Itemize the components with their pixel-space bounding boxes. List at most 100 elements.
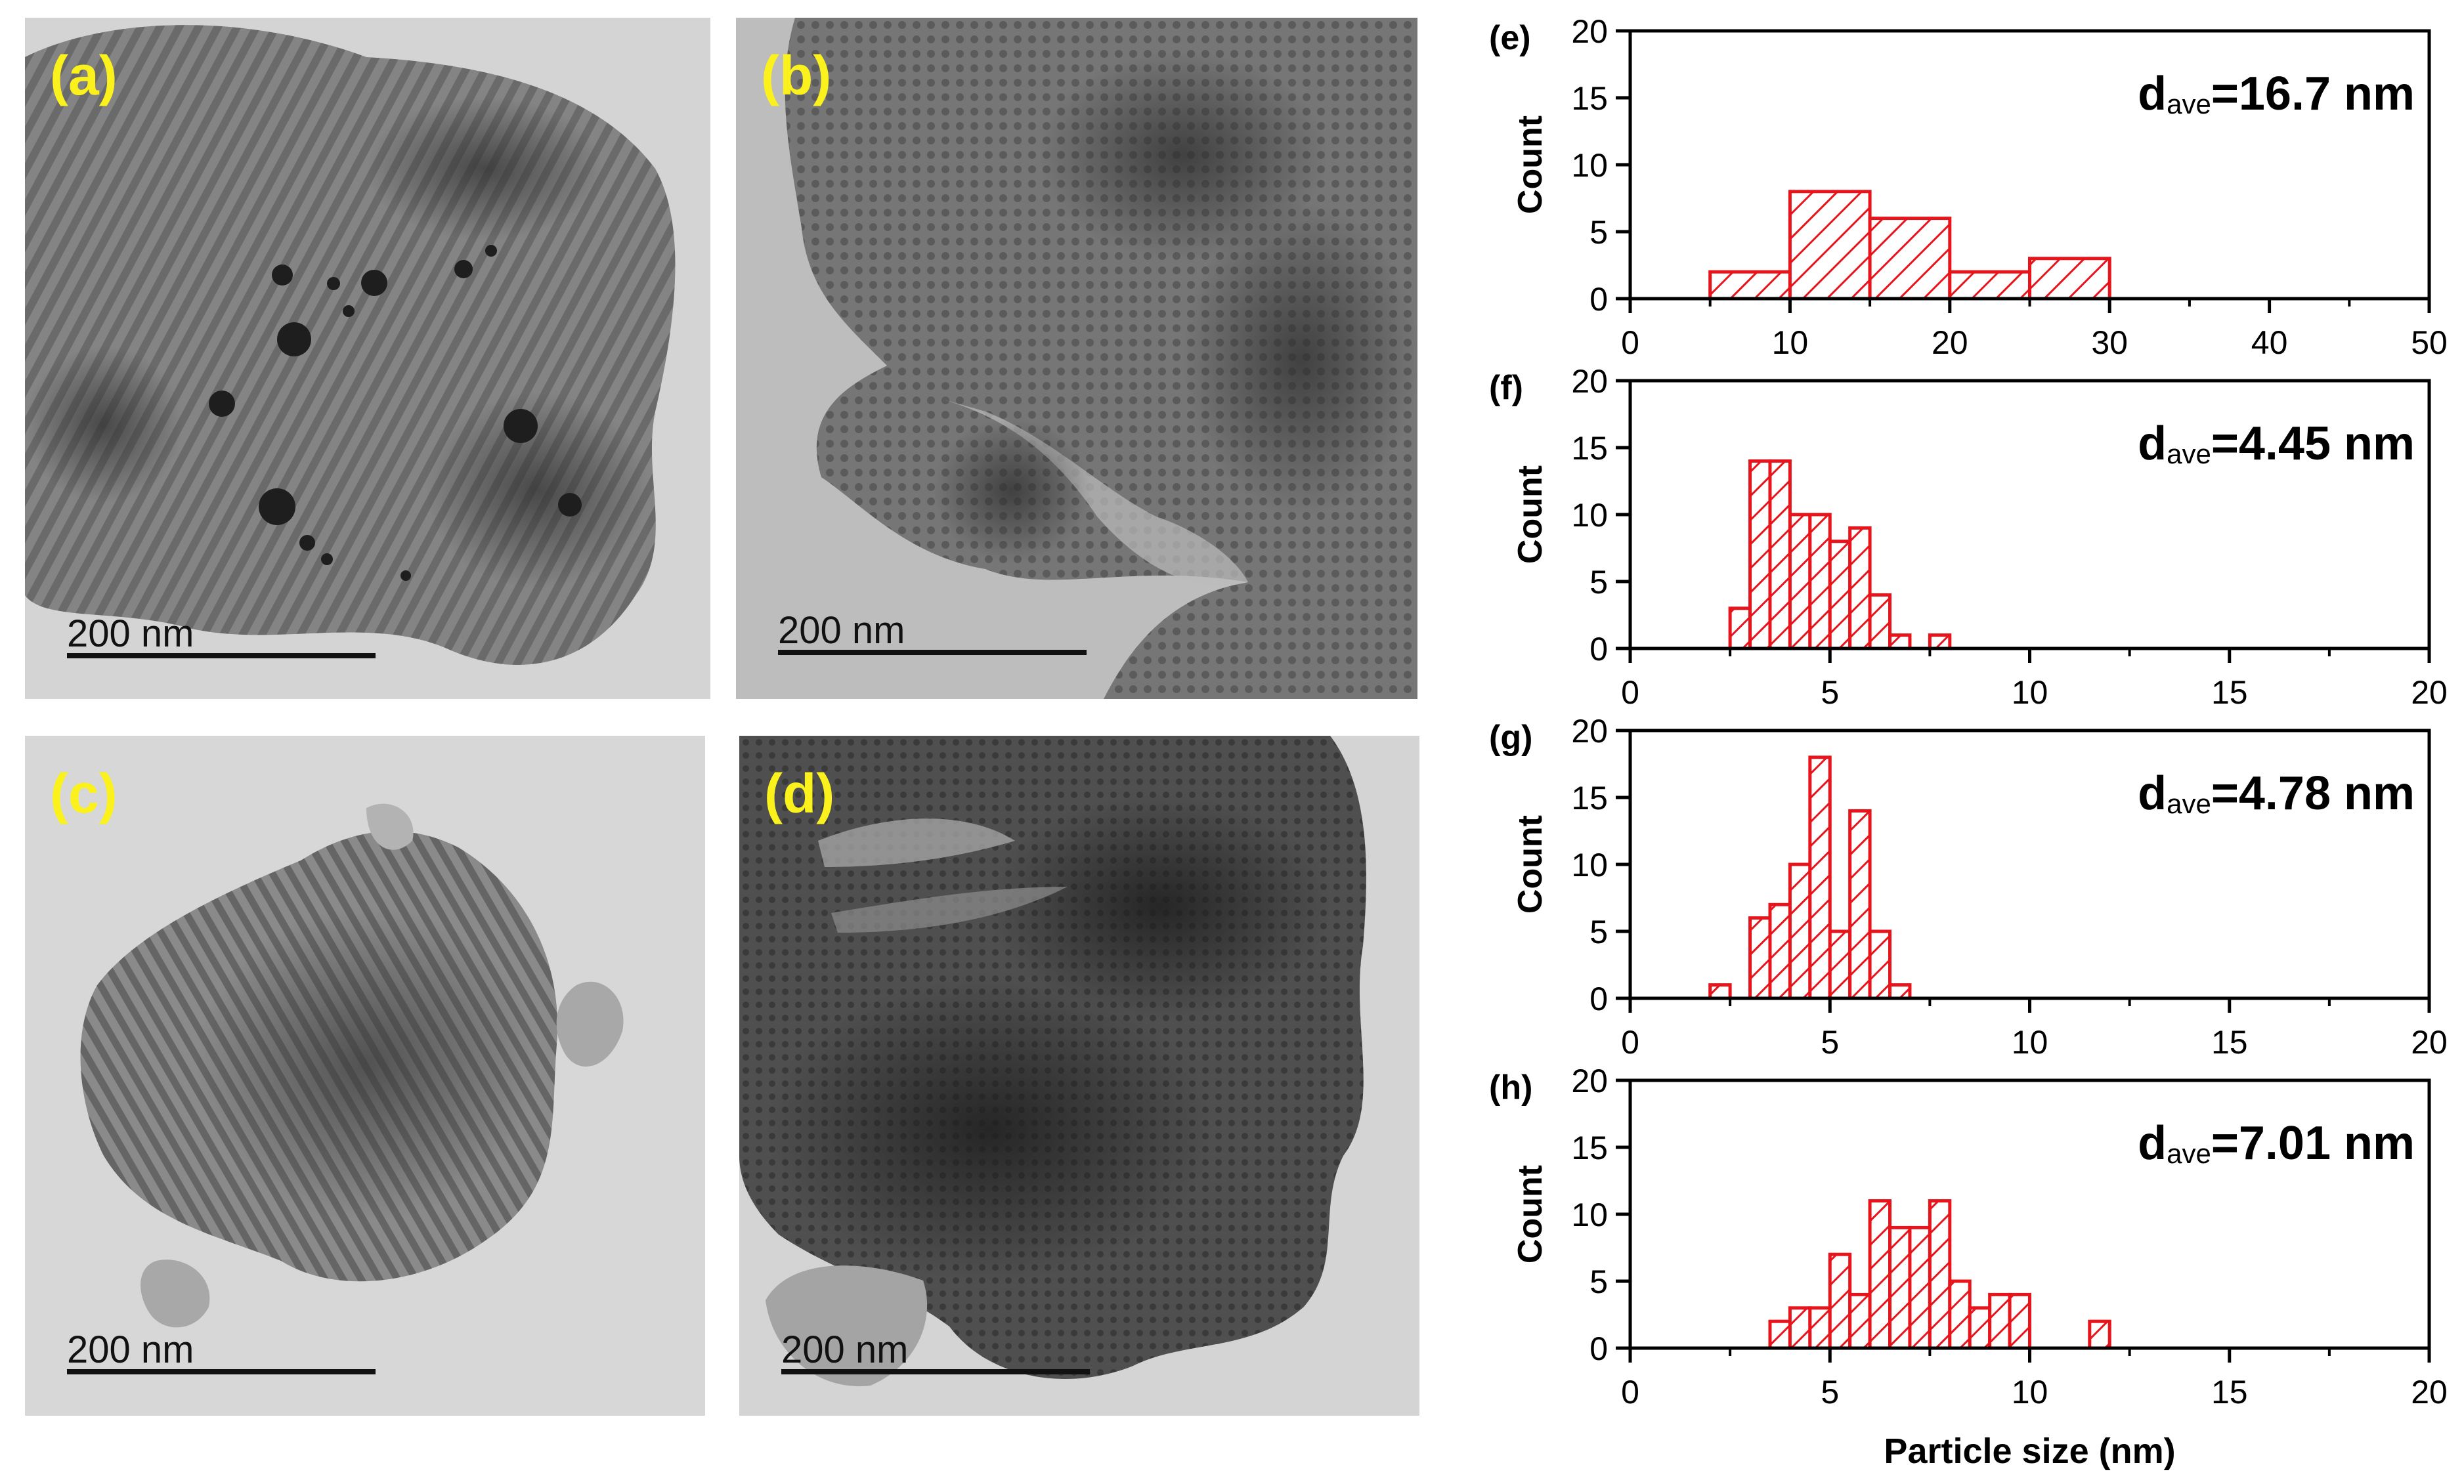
scale-bar-c xyxy=(67,1369,376,1374)
tem-panel-b: (b) 200 nm xyxy=(736,18,1417,699)
histogram-bar xyxy=(1868,1199,1892,1350)
histogram-bar xyxy=(1968,1306,1992,1350)
histogram-bar xyxy=(1828,929,1852,1000)
histogram-bar xyxy=(1848,809,1872,1000)
histogram-bar xyxy=(1868,593,1892,650)
histogram-bar xyxy=(1868,929,1892,1000)
histogram-bar xyxy=(1948,1279,1972,1350)
average-size-annotation: dave=7.01 nm xyxy=(2138,1117,2415,1170)
y-tick-label: 0 xyxy=(1589,981,1608,1017)
y-axis-label: Count xyxy=(1511,465,1549,564)
x-tick-label: 10 xyxy=(2012,1374,2048,1410)
histogram-bar xyxy=(1788,513,1812,650)
y-tick-label: 5 xyxy=(1589,914,1608,950)
histogram-bar xyxy=(1808,755,1832,1000)
scale-text-a: 200 nm xyxy=(67,612,194,655)
histogram-bar xyxy=(1868,217,1952,301)
tem-panel-a: (a) 200 nm xyxy=(25,18,710,699)
x-tick-label: 30 xyxy=(2091,324,2128,361)
scale-text-b: 200 nm xyxy=(778,609,905,652)
histogram-chart-4: 0 5 10 15 20 0 5 10 15 20 Count (h) dave=7.01 nm Part… xyxy=(1489,1063,2448,1471)
panel-label: (h) xyxy=(1489,1069,1532,1107)
tem-image-a xyxy=(25,18,710,699)
x-tick-label: 10 xyxy=(1772,324,1809,361)
x-tick-label: 0 xyxy=(1621,674,1639,711)
y-tick-label: 5 xyxy=(1589,1263,1608,1300)
y-tick-label: 10 xyxy=(1571,147,1608,184)
x-tick-label: 10 xyxy=(2012,1024,2048,1061)
x-tick-label: 50 xyxy=(2411,324,2448,361)
histogram-bar xyxy=(1888,1225,1912,1350)
x-tick-label: 0 xyxy=(1621,1374,1639,1410)
x-tick-label: 0 xyxy=(1621,1024,1639,1061)
y-tick-label: 15 xyxy=(1571,80,1608,117)
average-size-annotation: dave=4.78 nm xyxy=(2138,767,2415,820)
histogram-bar xyxy=(1768,902,1792,1000)
histogram-bar xyxy=(1888,983,1912,1000)
x-tick-label: 20 xyxy=(2411,674,2448,711)
histogram-bar xyxy=(1928,1199,1952,1350)
y-tick-label: 15 xyxy=(1571,430,1608,467)
average-size-annotation: dave=16.7 nm xyxy=(2138,68,2415,120)
histogram-bar xyxy=(1828,1252,1852,1350)
y-tick-label: 10 xyxy=(1571,1197,1608,1233)
y-axis-label: Count xyxy=(1511,116,1549,214)
tem-panel-c: (c) 200 nm xyxy=(25,736,705,1416)
y-tick-label: 5 xyxy=(1589,214,1608,251)
y-tick-label: 20 xyxy=(1571,13,1608,50)
y-tick-label: 5 xyxy=(1589,564,1608,601)
histogram-bar xyxy=(2008,1292,2031,1350)
x-tick-label: 20 xyxy=(2411,1024,2448,1061)
x-tick-label: 5 xyxy=(1821,674,1839,711)
panel-label: (e) xyxy=(1489,19,1531,57)
histogram-chart-1: 0 10 20 30 40 50 0 5 10 15 20 Count (e) dave=16.7 nm xyxy=(1489,13,2448,361)
histogram-bar xyxy=(1808,1306,1832,1350)
histogram-bar xyxy=(1768,1319,1792,1350)
histogram-bar xyxy=(1928,633,1952,650)
histogram-bar xyxy=(1708,983,1732,1000)
histogram-bar xyxy=(1768,459,1792,650)
y-tick-label: 10 xyxy=(1571,497,1608,534)
average-size-annotation: dave=4.45 nm xyxy=(2138,417,2415,470)
histogram-chart-3: 0 5 10 15 20 0 5 10 15 20 Count (g) dave=4.78 nm xyxy=(1489,713,2448,1061)
panel-label-b: (b) xyxy=(761,45,832,106)
x-tick-label: 15 xyxy=(2211,674,2248,711)
x-tick-label: 10 xyxy=(2012,674,2048,711)
y-tick-label: 20 xyxy=(1571,713,1608,750)
histogram-bar xyxy=(1788,190,1872,301)
y-axis-label: Count xyxy=(1511,815,1549,914)
histogram-bar xyxy=(1748,459,1772,650)
x-axis-label: Particle size (nm) xyxy=(1884,1431,2175,1471)
histogram-bar xyxy=(1848,1292,1872,1350)
x-tick-label: 0 xyxy=(1621,324,1639,361)
x-tick-label: 15 xyxy=(2211,1024,2248,1061)
histogram-bar xyxy=(1948,270,2032,301)
histogram-bar xyxy=(1708,270,1792,301)
histogram-bar xyxy=(2028,257,2111,301)
y-tick-label: 0 xyxy=(1589,1330,1608,1367)
histogram-bar xyxy=(1808,513,1832,650)
histogram-bar xyxy=(1988,1292,2012,1350)
panel-label-d: (d) xyxy=(764,763,835,824)
panel-label-c: (c) xyxy=(50,763,118,824)
panel-label: (f) xyxy=(1489,369,1523,407)
histogram-bar xyxy=(1748,916,1772,1000)
histogram-bar xyxy=(1788,1306,1812,1350)
histogram-bar xyxy=(1848,526,1872,650)
y-tick-label: 10 xyxy=(1571,847,1608,883)
histogram-bar xyxy=(1728,606,1752,650)
histogram-bar xyxy=(1888,633,1912,650)
y-tick-label: 20 xyxy=(1571,363,1608,400)
scale-text-c: 200 nm xyxy=(67,1328,194,1371)
tem-image-c xyxy=(25,736,705,1416)
histogram-bar xyxy=(1828,540,1852,650)
tem-image-b xyxy=(736,18,1417,699)
y-tick-label: 0 xyxy=(1589,631,1608,668)
panel-label-a: (a) xyxy=(50,45,118,106)
tem-panel-d: (d) 200 nm xyxy=(739,736,1419,1416)
scale-text-d: 200 nm xyxy=(781,1328,909,1371)
x-tick-label: 40 xyxy=(2251,324,2288,361)
x-tick-label: 20 xyxy=(1932,324,1968,361)
tem-image-d xyxy=(739,736,1419,1416)
